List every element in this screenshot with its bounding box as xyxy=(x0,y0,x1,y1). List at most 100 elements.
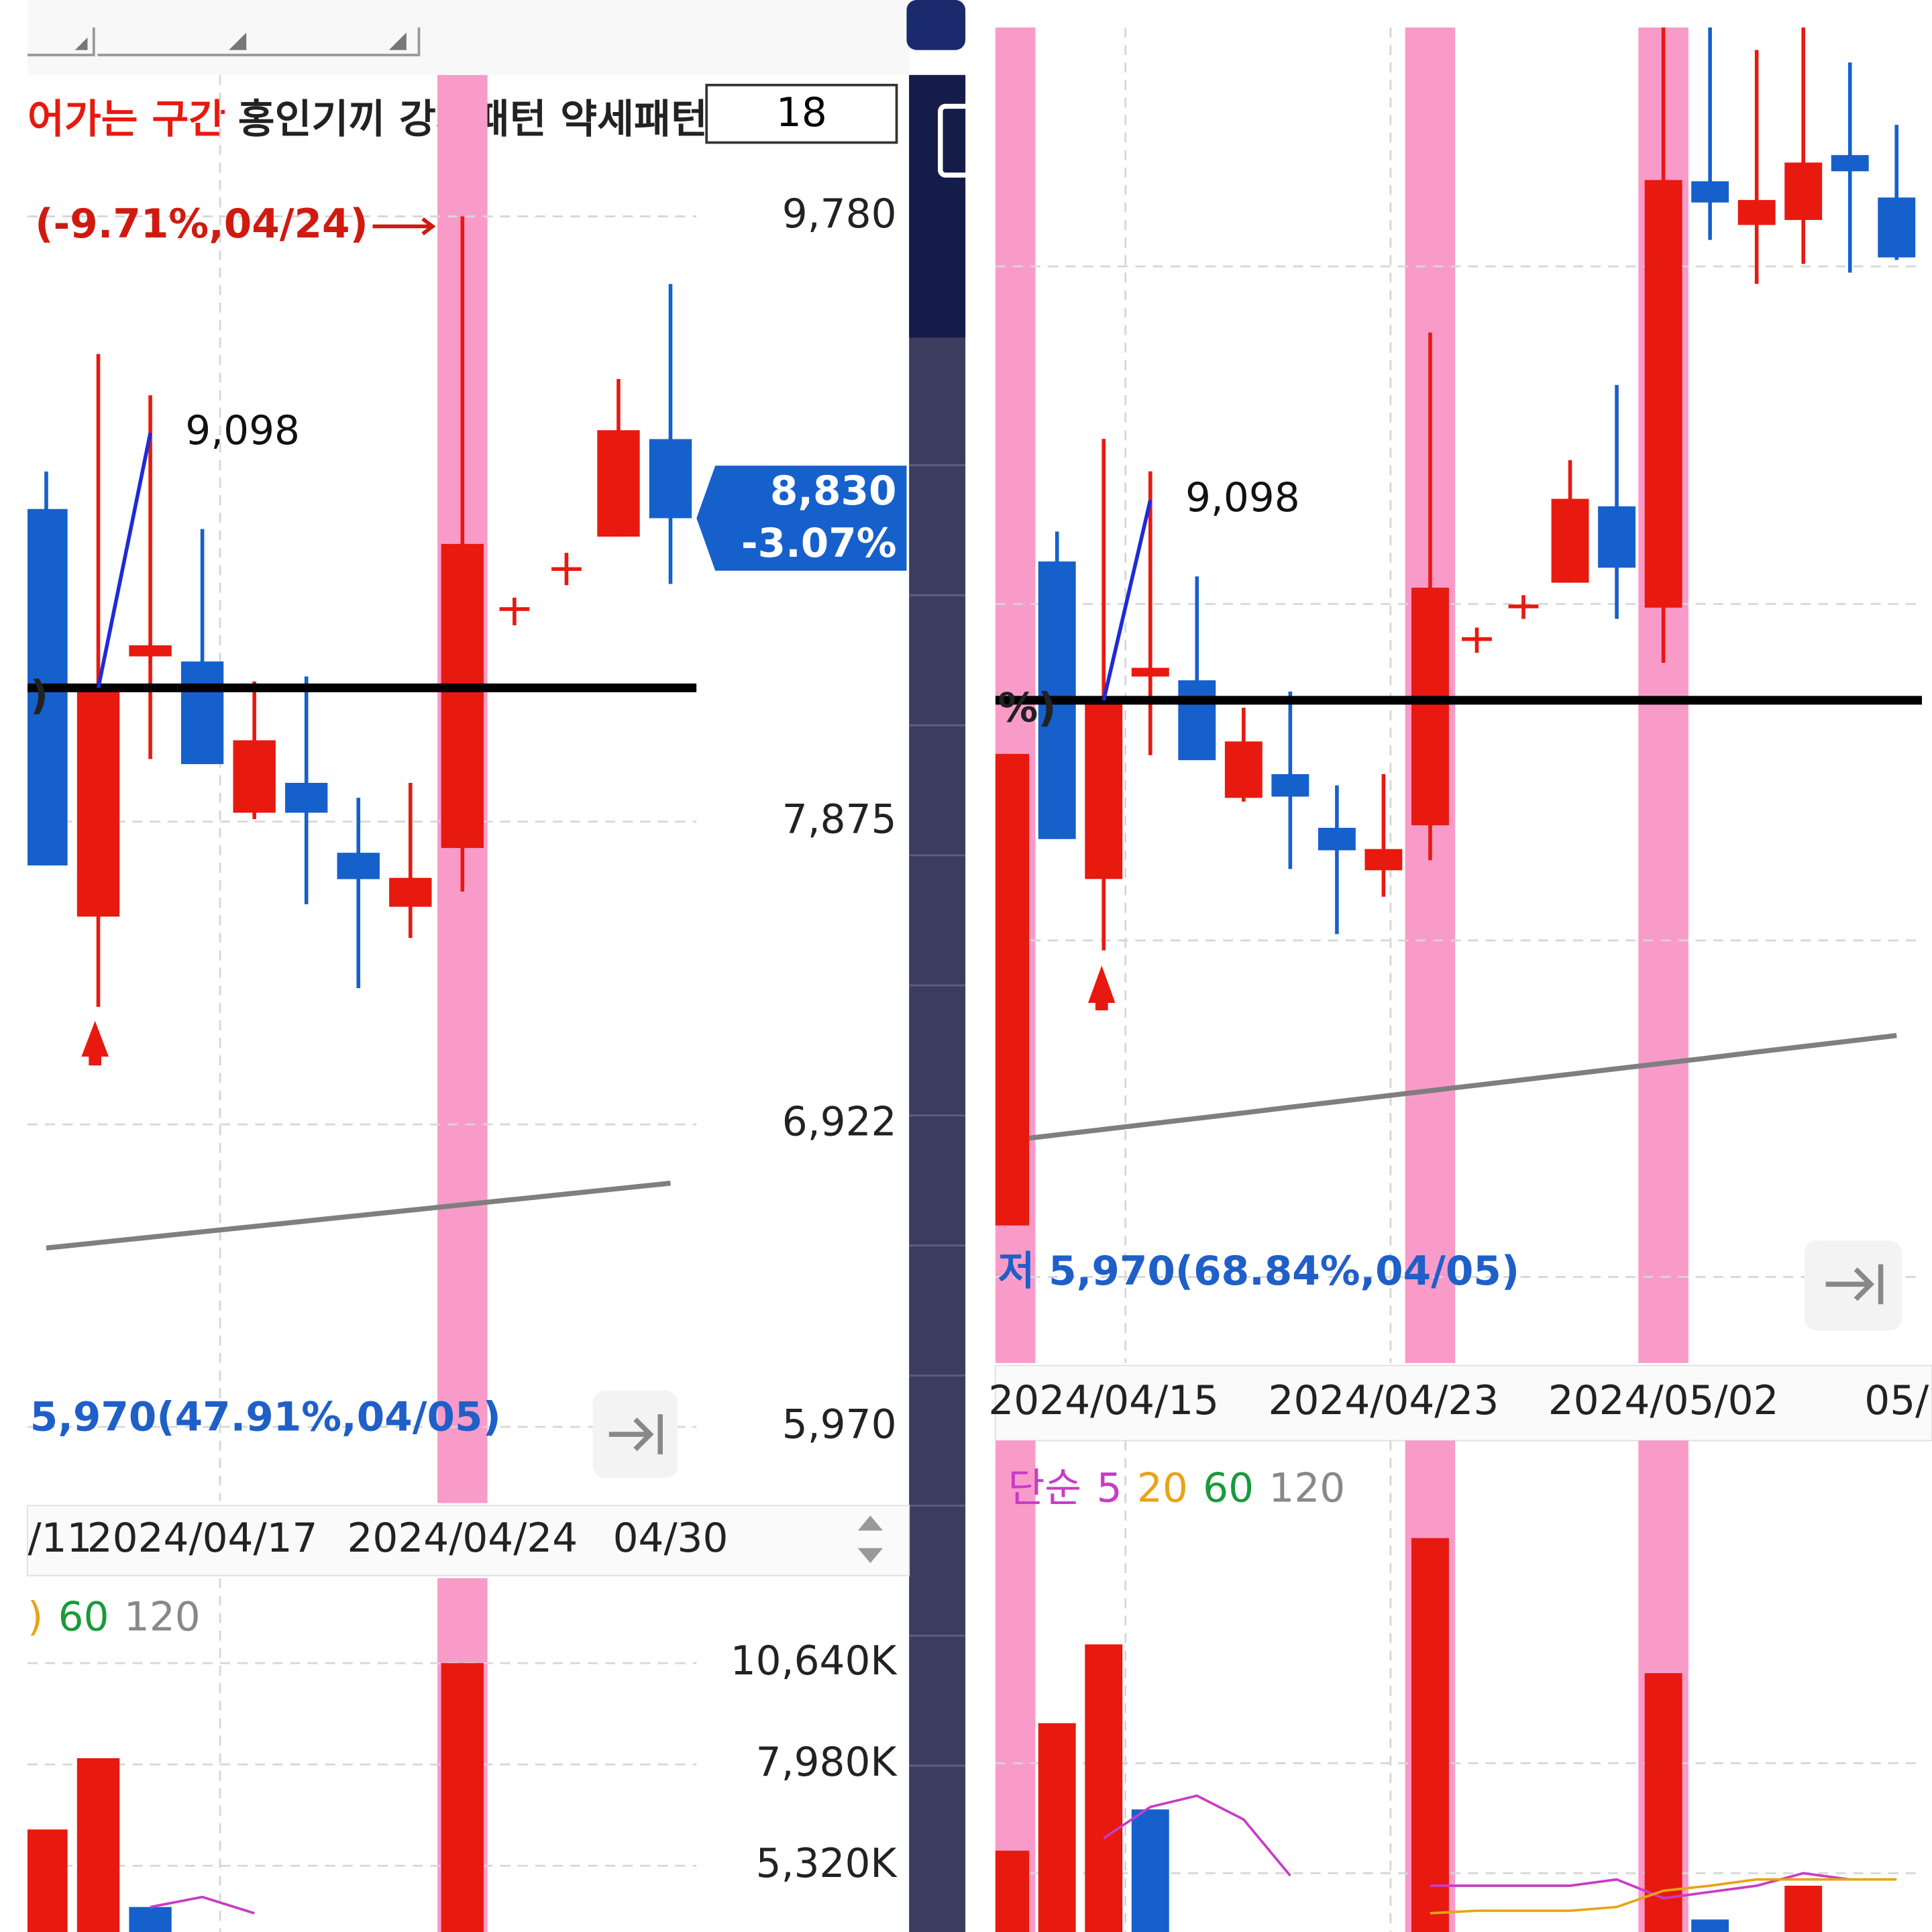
date-band xyxy=(27,1505,910,1576)
x-tick-label: 05/ xyxy=(1864,1378,1929,1424)
high-note: (-9.71%,04/24) xyxy=(35,201,368,248)
legend-entry: 120 xyxy=(124,1595,201,1641)
peak-line xyxy=(96,432,152,688)
volume-average xyxy=(1430,1878,1897,1915)
moving-average xyxy=(46,1181,671,1251)
right-volume-plot xyxy=(995,1440,1923,1932)
y-tick-label: 9,780 xyxy=(782,191,897,237)
y-tick-label: 7,980K xyxy=(756,1739,898,1786)
candle-body xyxy=(129,645,172,657)
volume-bar xyxy=(441,1663,484,1932)
reference-note: ) xyxy=(30,673,48,719)
legend-entry: 5 xyxy=(1097,1466,1122,1512)
left-volume-plot xyxy=(28,1578,697,1932)
side-toolbar xyxy=(909,74,966,1932)
candle-body xyxy=(1178,680,1216,761)
left-price-plot xyxy=(28,74,697,1503)
x-tick-label: 2024/05/02 xyxy=(1548,1378,1779,1424)
scroll-arrows[interactable] xyxy=(857,1515,883,1564)
x-tick-label: 2024/04/15 xyxy=(988,1378,1219,1424)
low-note: 5,970(47.91%,04/05) xyxy=(30,1394,501,1440)
legend-entry: 20 xyxy=(1137,1466,1188,1512)
last-price-badge xyxy=(696,466,907,571)
up-arrow-icon xyxy=(1088,965,1116,1011)
candle-body xyxy=(76,688,120,917)
side-icon[interactable] xyxy=(938,103,981,178)
volume-average xyxy=(150,1895,255,1915)
volume-bar xyxy=(995,1850,1030,1932)
candle-body xyxy=(597,430,640,537)
y-tick-label: 7,875 xyxy=(782,796,897,843)
side-separators xyxy=(909,464,966,1767)
y-tick-label: 5,320K xyxy=(756,1841,898,1887)
candle-body xyxy=(1784,162,1823,220)
volume-bar xyxy=(76,1758,120,1932)
candle-body xyxy=(389,877,432,907)
volume-bar xyxy=(129,1907,172,1932)
candle-body xyxy=(1878,197,1916,258)
labels: 9,780 7,875 6,922 5,970 2024/04/17 2024/04/24… xyxy=(28,191,1929,1887)
peak-line xyxy=(1102,499,1152,701)
candle-body xyxy=(233,740,276,813)
last-change: -3.07% xyxy=(741,521,897,567)
x-tick-label: 2024/04/17 xyxy=(87,1515,318,1562)
highlight-band xyxy=(995,1440,1036,1932)
period-value[interactable]: 18 xyxy=(776,90,827,136)
candle-body xyxy=(285,782,328,813)
top-button[interactable] xyxy=(906,0,966,50)
low-note: 저 5,970(68.84%,04/05) xyxy=(998,1248,1520,1295)
candle-body xyxy=(337,853,380,879)
y-tick-label: 5,970 xyxy=(782,1402,897,1448)
candle-body xyxy=(1551,498,1589,583)
peak-label: 9,098 xyxy=(1185,475,1300,521)
high-note-arrow xyxy=(372,217,436,235)
candle-body xyxy=(180,661,224,765)
right-price-plot xyxy=(995,28,1923,1363)
date-band xyxy=(994,1364,1932,1442)
top-bar xyxy=(28,0,910,75)
side-toolbar-top xyxy=(909,74,966,338)
vertical-grid xyxy=(219,28,1392,1932)
volume-bar xyxy=(1411,1538,1449,1932)
period-box[interactable] xyxy=(705,83,898,144)
legend-entry: 단순 xyxy=(1008,1466,1081,1512)
volume-bar xyxy=(1085,1644,1123,1932)
candle-body xyxy=(1598,506,1636,568)
volume-average xyxy=(1103,1794,1291,1877)
x-tick-label-fragment: /11 xyxy=(28,1515,92,1562)
up-arrow-icon xyxy=(81,1020,109,1066)
candle-body xyxy=(1644,180,1682,608)
candle-body xyxy=(1318,828,1356,851)
candle-body xyxy=(1411,588,1449,826)
volume-bar xyxy=(1131,1809,1169,1932)
legend-entry: 120 xyxy=(1269,1466,1345,1512)
last-price: 8,830 xyxy=(770,468,897,515)
volume-bar xyxy=(1038,1723,1076,1932)
volume-bar xyxy=(1691,1919,1729,1932)
x-tick-label: 2024/04/24 xyxy=(347,1515,578,1562)
legend-entry: 60 xyxy=(58,1595,109,1641)
candle-body xyxy=(1737,200,1776,225)
x-tick-label: 2024/04/23 xyxy=(1269,1378,1499,1424)
y-tick-label: 6,922 xyxy=(782,1099,897,1146)
candle-body xyxy=(1131,667,1169,677)
volume-bar xyxy=(28,1829,68,1932)
candle-body xyxy=(1831,155,1869,172)
reference-note: %) xyxy=(998,685,1057,731)
candle-body xyxy=(649,439,692,519)
volume-bar xyxy=(1784,1886,1823,1932)
tab-arrows xyxy=(74,32,407,50)
candle-body xyxy=(1085,704,1123,879)
x-tick-label: 04/30 xyxy=(613,1515,729,1562)
legend-entry: ) xyxy=(28,1595,43,1641)
peak-label: 9,098 xyxy=(185,408,300,454)
candle-body xyxy=(995,753,1030,1226)
candle-body xyxy=(441,543,484,849)
moving-average xyxy=(1010,1032,1897,1143)
candle-body xyxy=(1691,181,1729,203)
candle-body xyxy=(1224,741,1263,798)
jump-end-icon xyxy=(1825,1264,1884,1305)
legend-entry: 60 xyxy=(1203,1466,1254,1512)
